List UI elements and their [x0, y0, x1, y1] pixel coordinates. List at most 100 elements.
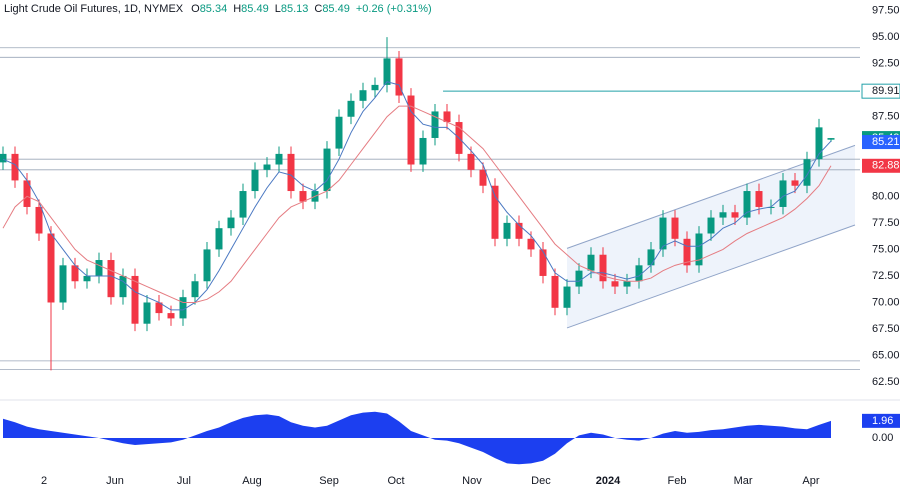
y-tick-label: 70.00 [872, 296, 900, 308]
candle-body [635, 265, 643, 282]
x-tick-label: Nov [462, 475, 482, 487]
candle-body [611, 281, 619, 287]
osc-tag-box [862, 413, 900, 428]
candle-body [287, 153, 295, 192]
channel-line [566, 224, 856, 329]
candle-body [107, 260, 115, 298]
candle-body [263, 164, 271, 170]
candle-body [659, 217, 667, 250]
candle-body [707, 217, 715, 234]
ma-tag-box [862, 158, 900, 173]
level-tag-box [861, 83, 900, 99]
candle-body [803, 159, 811, 186]
candle-body [539, 249, 547, 276]
candle-body [683, 238, 691, 266]
candle-body [155, 302, 163, 314]
x-tick-label: Dec [531, 475, 551, 487]
candle-body [131, 275, 139, 324]
x-tick-label: 2 [41, 475, 47, 487]
x-tick-label: Oct [387, 475, 404, 487]
candle-body [575, 270, 583, 287]
candle-body [515, 222, 523, 239]
candle-body [419, 137, 427, 165]
candle-body [503, 222, 511, 239]
y-tick-label: 95.00 [872, 31, 900, 43]
candle-body [791, 180, 799, 186]
ohlc-value: 85.34 [200, 3, 228, 15]
candle-body [95, 260, 103, 276]
ohlc-value: 85.49 [241, 3, 269, 15]
change: +0.26 (+0.31%) [356, 3, 432, 15]
candle-body [239, 191, 247, 218]
candle-body [671, 217, 679, 239]
ma-tag-box [862, 135, 900, 150]
candle-body [299, 191, 307, 202]
candle-body [11, 153, 19, 181]
candle-body [275, 153, 283, 165]
y-tick-label: 97.50 [872, 5, 900, 17]
candle-body [335, 116, 343, 149]
y-tick-label: 75.00 [872, 243, 900, 255]
ma-tag: 82.88 [872, 160, 900, 172]
ohlc-label: L [275, 3, 281, 15]
candle-body [623, 281, 631, 287]
candle-body [71, 265, 79, 282]
candle-body [251, 169, 259, 192]
candle-body [647, 249, 655, 266]
x-tick-label: Aug [242, 475, 262, 487]
candle-body [695, 233, 703, 266]
moving-average [2, 105, 832, 303]
candle-body [47, 233, 55, 303]
candle-body [491, 185, 499, 239]
candle-body [371, 84, 379, 91]
x-tick-label: Jul [177, 475, 191, 487]
ohlc-value: 85.49 [322, 3, 350, 15]
y-tick-label: 72.50 [872, 270, 900, 282]
candle-body [479, 169, 487, 186]
level-tag: 89.91 [872, 85, 900, 97]
candle-body [179, 297, 187, 319]
y-tick-label: 67.50 [872, 323, 900, 335]
candle-body [359, 90, 367, 101]
candle-body [431, 111, 439, 138]
candle-body [0, 153, 7, 163]
osc-tag: 1.96 [872, 415, 893, 427]
candle-body [731, 212, 739, 218]
y-tick-label: 87.50 [872, 111, 900, 123]
candle-body [563, 286, 571, 308]
candle-body [551, 275, 559, 308]
y-tick-label: 77.50 [872, 217, 900, 229]
candle-body [215, 228, 223, 250]
ohlc-label: O [191, 3, 200, 15]
osc-tick-label: 0.00 [872, 432, 893, 444]
candle-body [203, 249, 211, 282]
x-tick-label: Jun [106, 475, 124, 487]
ma-tag: 85.21 [872, 136, 900, 148]
candle-body [323, 148, 331, 192]
y-tick-label: 65.00 [872, 349, 900, 361]
oscillator-area [3, 411, 831, 465]
candle-body [743, 191, 751, 218]
x-tick-label: Sep [319, 475, 339, 487]
x-tick-label: Mar [734, 475, 753, 487]
candle-body [35, 206, 43, 234]
candle-body [167, 313, 175, 319]
candle-body [755, 191, 763, 207]
moving-average [2, 81, 832, 311]
candle-body [407, 95, 415, 165]
y-tick-label: 62.50 [872, 376, 900, 388]
ohlc-value: 85.13 [281, 3, 309, 15]
candle-body [443, 111, 451, 123]
candle-body [587, 254, 595, 271]
candle-body [347, 100, 355, 117]
candle-body [143, 302, 151, 324]
candle-body [719, 212, 727, 218]
candle-body [599, 254, 607, 282]
candle-body [59, 265, 67, 303]
candle-body [779, 180, 787, 207]
candle-body [191, 281, 199, 298]
candle-body [83, 275, 91, 282]
candle-body [23, 180, 31, 207]
candle-body [227, 217, 235, 229]
